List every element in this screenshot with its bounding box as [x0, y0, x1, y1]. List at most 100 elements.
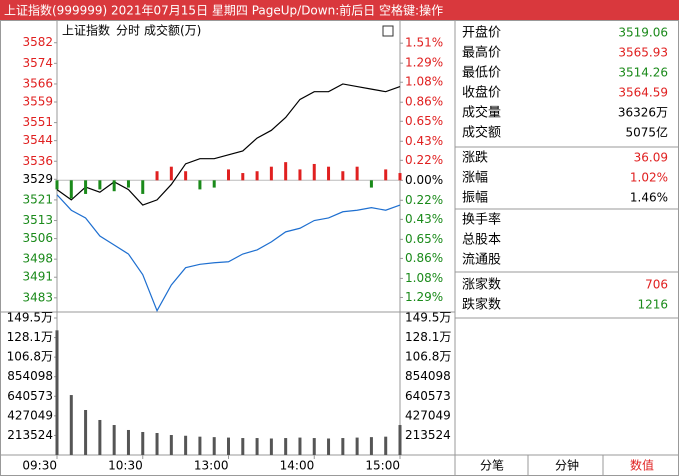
x-tick-label: 14:00: [280, 459, 315, 473]
y2-tick-label: 1.08%: [405, 75, 443, 89]
bar: [69, 395, 73, 455]
y2-tick-label: 1.08%: [405, 271, 443, 285]
x-tick-label: 15:00: [365, 459, 400, 473]
y2-tick-label: 427049: [405, 408, 451, 422]
quote-value: 706: [645, 278, 668, 292]
bar: [241, 173, 245, 181]
quote-label: 收盘价: [462, 85, 501, 101]
y-tick-label: 3559: [22, 94, 53, 108]
y2-tick-label: 0.22%: [405, 193, 443, 207]
tab[interactable]: 数值: [630, 458, 654, 473]
y-tick-label: 3551: [22, 115, 53, 129]
bar: [84, 409, 88, 455]
x-tick-label: 09:30: [22, 459, 57, 473]
bar: [327, 166, 331, 181]
quote-label: 跌家数: [462, 297, 501, 313]
y2-tick-label: 106.8万: [405, 350, 451, 364]
y-tick-label: 3544: [22, 133, 53, 147]
bar: [398, 173, 402, 181]
y2-tick-label: 1.29%: [405, 56, 443, 70]
quote-value: 36326万: [618, 106, 668, 120]
y-tick-label: 3582: [22, 35, 53, 49]
quote-value: 1.46%: [630, 191, 668, 205]
y-tick-label: 640573: [7, 389, 53, 403]
bar: [155, 433, 159, 455]
y-tick-label: 128.1万: [7, 330, 53, 344]
y2-tick-label: 0.43%: [405, 134, 443, 148]
y-tick-label: 427049: [7, 408, 53, 422]
bar: [341, 171, 345, 181]
tab[interactable]: 分钟: [555, 458, 579, 473]
bar: [212, 180, 216, 188]
line: [56, 83, 401, 206]
bar: [269, 166, 273, 181]
bar: [227, 169, 230, 181]
bar: [341, 438, 345, 455]
bar: [198, 436, 202, 455]
bar: [84, 180, 88, 194]
y2-tick-label: 0.65%: [405, 232, 443, 246]
bar: [98, 419, 102, 455]
bar: [327, 438, 331, 455]
bar: [384, 169, 388, 181]
bar: [98, 180, 102, 190]
bar: [169, 435, 173, 455]
bar: [141, 180, 145, 194]
bar: [155, 171, 159, 181]
quote-value: 5075亿: [625, 125, 668, 140]
y-tick-label: 3506: [22, 231, 53, 245]
y2-tick-label: 0.43%: [405, 212, 443, 226]
bar: [312, 438, 316, 455]
bar: [184, 435, 188, 455]
bar: [369, 180, 373, 188]
line: [56, 194, 401, 313]
chart-subtitle: 分时: [116, 24, 140, 38]
y2-tick-label: 1.29%: [405, 290, 443, 304]
quote-value: 1216: [637, 298, 668, 312]
x-tick-label: 10:30: [108, 459, 143, 473]
bar: [298, 169, 302, 181]
y2-tick-label: 0.86%: [405, 95, 443, 109]
bar: [112, 425, 116, 455]
y-tick-label: 3536: [22, 154, 53, 168]
y2-tick-label: 0.86%: [405, 251, 443, 265]
bar: [126, 429, 130, 455]
bar: [112, 180, 116, 192]
bar: [55, 330, 59, 455]
y-tick-label: 3513: [22, 213, 53, 227]
bar: [355, 437, 359, 455]
quote-value: 36.09: [634, 151, 668, 165]
y2-tick-label: 640573: [405, 389, 451, 403]
quote-label: 开盘价: [462, 25, 501, 41]
bar: [55, 180, 59, 190]
bar: [355, 166, 359, 181]
bar: [141, 431, 145, 455]
quote-value: 3514.26: [618, 66, 668, 80]
bar: [369, 437, 373, 455]
bar: [212, 437, 216, 455]
bar: [312, 163, 316, 181]
y-tick-label: 149.5万: [7, 311, 53, 325]
bar: [398, 425, 402, 455]
icon[interactable]: [382, 25, 394, 37]
tab[interactable]: 分笔: [480, 458, 504, 473]
y2-tick-label: 0.65%: [405, 114, 443, 128]
y-tick-label: 213524: [7, 428, 53, 442]
quote-label: 涨幅: [462, 171, 488, 186]
bar: [227, 437, 230, 455]
y-tick-label: 3498: [22, 252, 53, 266]
quote-value: 3519.06: [618, 26, 668, 40]
quote-value: 3564.59: [618, 86, 668, 100]
quote-label: 流通股: [462, 253, 501, 268]
y2-tick-label: 0.00%: [405, 173, 443, 187]
y-tick-label: 3566: [22, 76, 53, 90]
y-tick-label: 106.8万: [7, 350, 53, 364]
quote-value: 3565.93: [618, 46, 668, 60]
quote-label: 换手率: [462, 212, 501, 228]
quote-label: 最低价: [462, 66, 501, 81]
quote-label: 涨跌: [462, 150, 488, 166]
bar: [298, 437, 302, 455]
chart-title: 上证指数: [62, 23, 110, 38]
